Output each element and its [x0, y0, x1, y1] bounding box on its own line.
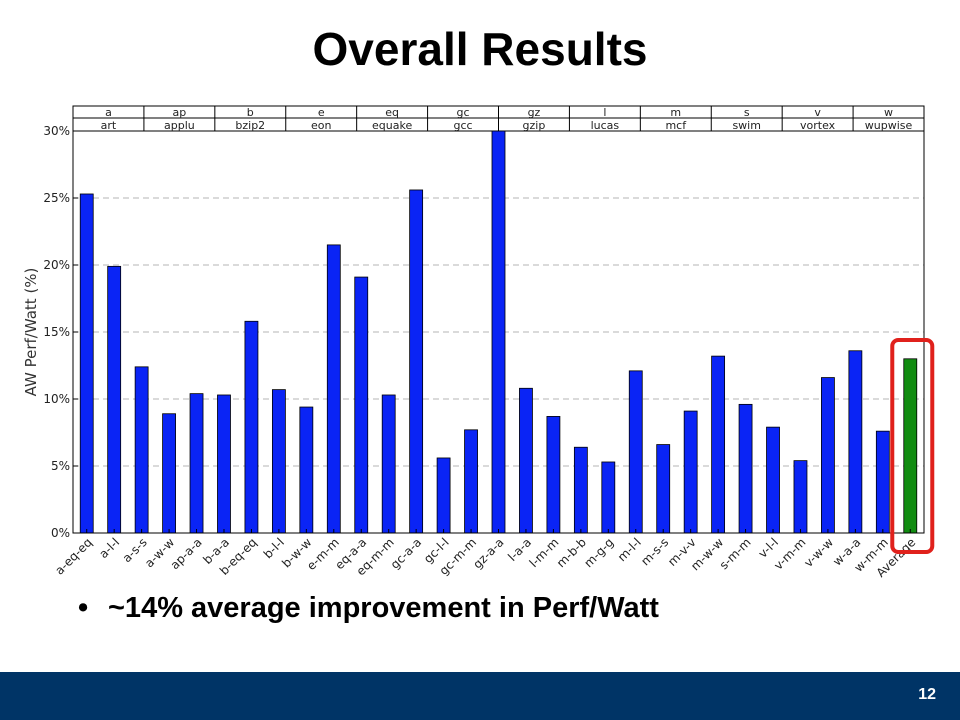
bar: [711, 355, 726, 534]
legend-abbreviation: v: [814, 106, 821, 119]
legend-benchmark-name: wupwise: [865, 119, 913, 132]
legend-benchmark-name: eon: [311, 119, 331, 132]
slide-title: Overall Results: [312, 23, 648, 75]
x-tick-label: v-w-w: [801, 535, 836, 570]
bar: [134, 366, 149, 534]
legend-benchmark-name: swim: [732, 119, 761, 132]
bar: [766, 426, 780, 534]
average-bar: [903, 358, 918, 534]
bar: [491, 130, 506, 534]
x-tick-label: m-s-s: [638, 535, 671, 568]
legend-abbreviation: gc: [457, 106, 470, 119]
bar: [271, 389, 286, 534]
legend-benchmark-name: vortex: [800, 119, 836, 132]
legend-benchmark-name: gcc: [454, 119, 473, 132]
bullet-marker: •: [78, 592, 89, 624]
legend-abbreviation: ap: [173, 106, 187, 119]
bullet-text: ~14% average improvement in Perf/Watt: [108, 592, 659, 624]
bar: [601, 461, 616, 534]
y-tick-label: 15%: [43, 325, 70, 339]
legend-benchmark-name: art: [101, 119, 117, 132]
bar: [354, 276, 369, 534]
x-tick-label: a-eq-eq: [52, 535, 94, 577]
legend-abbreviation: m: [670, 106, 681, 119]
legend-benchmark-name: mcf: [665, 119, 687, 132]
legend-benchmark-name: equake: [372, 119, 412, 132]
y-tick-label: 20%: [43, 258, 70, 272]
bar: [656, 444, 671, 534]
x-tick-label: m-b-b: [554, 535, 589, 570]
bar: [573, 446, 588, 534]
bar: [546, 416, 561, 534]
bar: [436, 457, 451, 534]
bar: [217, 394, 231, 534]
bullet-point: • ~14% average improvement in Perf/Watt: [78, 592, 659, 625]
footer-bar: 12: [0, 672, 960, 720]
y-tick-label: 0%: [51, 526, 70, 540]
x-tick-label: m-g-g: [581, 535, 616, 570]
legend-benchmark-name: applu: [164, 119, 195, 132]
bar: [189, 393, 204, 534]
bar: [162, 413, 176, 534]
bar: [738, 403, 753, 534]
bar: [848, 350, 863, 534]
bar: [299, 406, 314, 534]
x-tick-label: a-l-l: [96, 535, 122, 561]
legend-benchmark-name: gzip: [523, 119, 546, 132]
legend-abbreviation: w: [884, 106, 893, 119]
x-tick-label: gz-a-a: [470, 535, 506, 571]
bar: [409, 189, 424, 534]
page-number: 12: [918, 686, 936, 703]
bar: [683, 410, 698, 534]
y-tick-labels: 0% 5% 10% 15% 20% 25% 30%: [43, 124, 70, 540]
plot-frame: [72, 105, 925, 534]
bar: [326, 244, 341, 534]
legend-abbreviation: gz: [528, 106, 541, 119]
bar: [464, 429, 478, 534]
bar: [875, 430, 890, 534]
bar: [244, 320, 259, 534]
bar: [519, 387, 533, 534]
y-tick-label: 25%: [43, 191, 70, 205]
y-tick-label: 30%: [43, 124, 70, 138]
x-tick-labels: a-eq-eq a-l-la-s-sa-w-wap-a-ab-a-ab-eq-eq…: [52, 529, 918, 580]
bar: [793, 460, 808, 534]
y-axis-label: AW Perf/Watt (%): [22, 268, 40, 397]
legend-abbreviation: s: [744, 106, 750, 119]
legend-abbreviation: a: [105, 106, 112, 119]
y-tick-label: 10%: [43, 392, 70, 406]
legend-benchmark-name: lucas: [591, 119, 620, 132]
bar: [107, 265, 122, 534]
x-tick-label: ap-a-a: [168, 535, 205, 572]
legend-abbreviation: l: [603, 106, 606, 119]
bar: [79, 193, 94, 534]
bar: [821, 377, 835, 534]
bars: [79, 130, 918, 534]
legend-abbreviation: eq: [385, 106, 399, 119]
bar: [628, 370, 643, 534]
legend-benchmark-name: bzip2: [235, 119, 265, 132]
y-tick-label: 5%: [51, 459, 70, 473]
x-tick-label: s-m-m: [717, 535, 754, 572]
x-tick-label: l-m-m: [527, 535, 562, 570]
average-highlight-box: [890, 338, 935, 554]
legend-abbreviation: b: [247, 106, 254, 119]
legend-abbreviation: e: [318, 106, 325, 119]
x-tick-label: gc-a-a: [388, 535, 424, 571]
bar: [381, 394, 396, 534]
